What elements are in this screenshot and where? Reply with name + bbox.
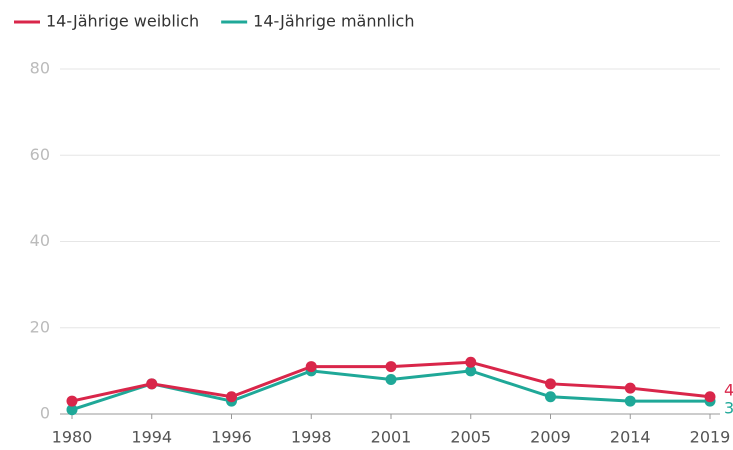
x-tick-label: 1994 [131,428,172,447]
legend-label: 14-Jährige männlich [253,12,414,31]
data-point [704,391,716,403]
x-tick-label: 2005 [450,428,491,447]
data-point [66,395,78,407]
data-point [66,404,78,416]
legend-label: 14-Jährige weiblich [46,12,199,31]
y-tick-label: 80 [30,59,50,78]
x-tick-label: 2019 [690,428,731,447]
y-tick-label: 40 [30,231,50,250]
data-point [465,365,477,377]
end-label: 3 [724,399,733,418]
x-tick-label: 2001 [371,428,412,447]
data-point [226,391,237,403]
data-point [545,378,556,390]
x-tick-label: 1996 [211,428,252,447]
end-label: 4 [724,380,733,399]
y-tick-label: 20 [30,317,50,336]
data-point [545,391,556,403]
data-point [305,361,317,373]
data-point [385,374,397,385]
y-tick-label: 60 [30,145,50,164]
data-point [465,356,477,368]
data-point [624,382,636,394]
data-point [385,361,397,373]
data-point [624,395,636,407]
x-tick-label: 2014 [610,428,651,447]
x-tick-label: 1998 [291,428,332,447]
x-tick-label: 2009 [530,428,571,447]
data-point [146,378,158,390]
x-tick-label: 1980 [52,428,93,447]
y-tick-label: 0 [40,404,50,423]
